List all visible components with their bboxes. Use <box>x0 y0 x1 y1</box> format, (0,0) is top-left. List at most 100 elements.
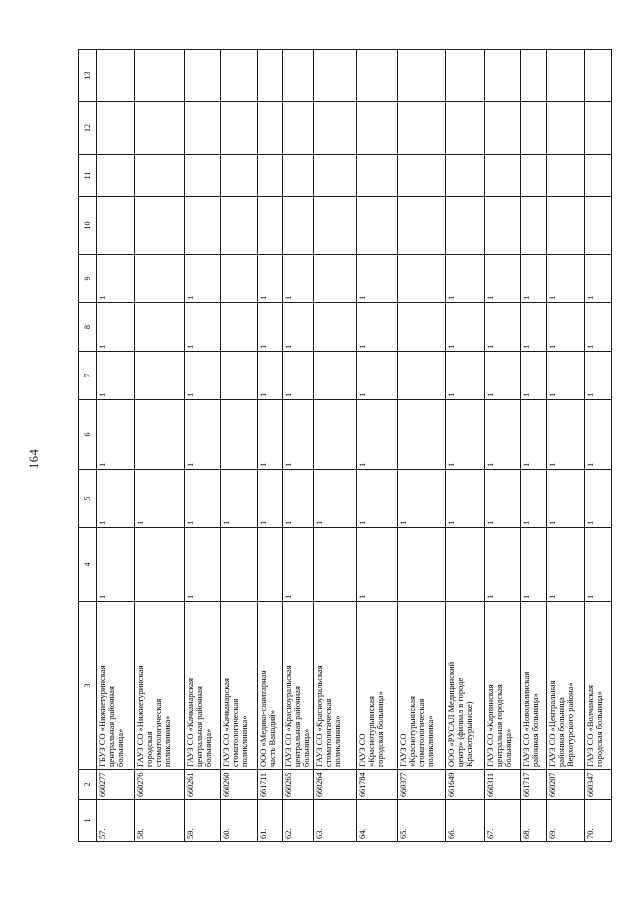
column-header: 10 <box>78 196 97 255</box>
row-number-cell: 68. <box>520 799 547 842</box>
value-cell <box>397 351 446 400</box>
row-number-cell: 57. <box>96 799 135 842</box>
value-cell <box>220 101 258 155</box>
row-number-cell: 59. <box>184 799 221 842</box>
value-cell <box>520 154 547 197</box>
value-cell: 1 <box>520 399 547 470</box>
value-cell <box>397 154 446 197</box>
value-cell: 1 <box>184 302 221 352</box>
table-row: 69. 660207 ГАУЗ СО «Центральная районная б… <box>546 49 585 842</box>
value-cell <box>313 254 357 303</box>
value-cell: 1 <box>257 351 283 400</box>
value-cell <box>520 49 547 102</box>
row-number-cell: 63. <box>313 799 357 842</box>
value-cell: 1 <box>356 302 398 352</box>
value-cell: 1 <box>484 469 521 528</box>
org-code-cell: 660277 <box>96 769 135 800</box>
column-header: 7 <box>78 351 97 400</box>
value-cell <box>220 302 258 352</box>
value-cell: 1 <box>184 527 221 602</box>
org-name-cell: ГАУЗ СО «Карпинская центральная городска… <box>484 601 521 770</box>
org-name-cell: ГАУЗ СО «Красноуральская стоматологическ… <box>313 601 357 770</box>
value-cell <box>484 49 521 102</box>
value-cell: 1 <box>520 254 547 303</box>
value-cell: 1 <box>96 302 135 352</box>
value-cell <box>584 196 612 255</box>
value-cell: 1 <box>584 527 612 602</box>
value-cell <box>546 101 585 155</box>
value-cell: 1 <box>584 399 612 470</box>
value-cell <box>520 101 547 155</box>
org-name-cell: ГАУЗ СО «Краснотурьинская городская боль… <box>356 601 398 770</box>
value-cell <box>313 399 357 470</box>
org-code-cell: 661711 <box>257 769 283 800</box>
value-cell: 1 <box>257 399 283 470</box>
row-number-cell: 65. <box>397 799 446 842</box>
value-cell <box>313 302 357 352</box>
table-row: 63. 660264 ГАУЗ СО «Красноуральская стомат… <box>313 49 357 842</box>
value-cell: 1 <box>356 527 398 602</box>
column-header: 5 <box>78 469 97 528</box>
value-cell <box>282 49 314 102</box>
value-cell <box>445 527 485 602</box>
org-code-cell: 660311 <box>484 769 521 800</box>
value-cell <box>584 154 612 197</box>
value-cell <box>257 49 283 102</box>
value-cell <box>220 254 258 303</box>
value-cell <box>134 302 185 352</box>
value-cell <box>520 196 547 255</box>
value-cell <box>282 196 314 255</box>
org-code-cell: 660276 <box>134 769 185 800</box>
value-cell <box>96 154 135 197</box>
org-code-cell: 660264 <box>313 769 357 800</box>
value-cell: 1 <box>584 254 612 303</box>
table-row: 62. 660265 ГАУЗ СО «Красноуральская центра… <box>282 49 314 842</box>
value-cell <box>397 49 446 102</box>
org-name-cell: ГАУЗ СО «Качканарская центральная районн… <box>184 601 221 770</box>
value-cell: 1 <box>282 527 314 602</box>
value-cell: 1 <box>356 399 398 470</box>
value-cell <box>257 196 283 255</box>
table-row: 66. 661649 ООО «РУСАЛ Медицинский центр» (… <box>445 49 485 842</box>
table-row: 60. 660260 ГАУЗ СО «Качканарская стоматоло… <box>220 49 258 842</box>
org-code-cell: 661649 <box>445 769 485 800</box>
row-number-cell: 67. <box>484 799 521 842</box>
value-cell: 1 <box>484 527 521 602</box>
value-cell <box>282 101 314 155</box>
row-number-cell: 58. <box>134 799 185 842</box>
value-cell: 1 <box>220 469 258 528</box>
org-code-cell: 660265 <box>282 769 314 800</box>
value-cell <box>96 101 135 155</box>
value-cell <box>257 154 283 197</box>
value-cell: 1 <box>546 527 585 602</box>
value-cell <box>484 196 521 255</box>
value-cell: 1 <box>445 351 485 400</box>
value-cell <box>445 101 485 155</box>
row-number-cell: 61. <box>257 799 283 842</box>
value-cell: 1 <box>282 351 314 400</box>
value-cell <box>134 254 185 303</box>
value-cell <box>96 49 135 102</box>
value-cell <box>397 399 446 470</box>
value-cell: 1 <box>520 351 547 400</box>
value-cell: 1 <box>184 254 221 303</box>
value-cell <box>356 154 398 197</box>
value-cell <box>257 101 283 155</box>
value-cell <box>184 196 221 255</box>
value-cell <box>546 49 585 102</box>
org-name-cell: ГАУЗ СО «Центральная районная больница В… <box>546 601 585 770</box>
value-cell <box>96 196 135 255</box>
table-header-row: 1 2 3 4 5 6 7 8 9 10 11 12 13 <box>78 49 97 842</box>
value-cell <box>220 527 258 602</box>
value-cell: 1 <box>584 351 612 400</box>
column-header: 1 <box>78 799 97 842</box>
value-cell <box>134 399 185 470</box>
org-code-cell: 660260 <box>220 769 258 800</box>
value-cell: 1 <box>445 302 485 352</box>
value-cell: 1 <box>96 351 135 400</box>
org-name-cell: ООО «Медико-санитарная часть Ванадий» <box>257 601 283 770</box>
value-cell: 1 <box>257 469 283 528</box>
row-number-cell: 70. <box>584 799 612 842</box>
rotated-table-container: 1 2 3 4 5 6 7 8 9 10 11 12 13 57. 660277 ГБУЗ СО «Нижне… <box>78 49 612 842</box>
